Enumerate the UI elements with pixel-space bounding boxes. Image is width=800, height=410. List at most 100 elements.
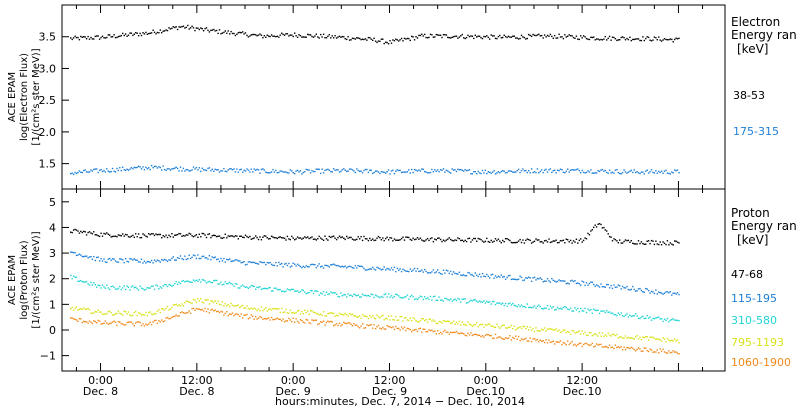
electron-point-0 bbox=[348, 39, 351, 41]
proton-point-0 bbox=[671, 243, 673, 245]
proton-point-2 bbox=[630, 315, 632, 318]
electron-point-0 bbox=[93, 38, 95, 40]
proton-point-0 bbox=[575, 238, 578, 240]
proton-point-0 bbox=[172, 236, 174, 238]
proton-point-3 bbox=[499, 327, 501, 329]
electron-point-0 bbox=[649, 39, 651, 41]
proton-point-3 bbox=[636, 334, 638, 337]
electron-point-1 bbox=[484, 169, 487, 172]
proton-point-2 bbox=[545, 307, 547, 309]
electron-point-1 bbox=[80, 171, 82, 173]
proton-point-1 bbox=[455, 273, 458, 275]
electron-point-0 bbox=[467, 34, 469, 36]
proton-point-0 bbox=[113, 235, 115, 237]
proton-point-4 bbox=[464, 334, 466, 336]
proton-point-0 bbox=[594, 224, 596, 226]
proton-point-1 bbox=[217, 258, 219, 260]
proton-point-0 bbox=[213, 234, 215, 236]
electron-point-0 bbox=[660, 40, 663, 42]
electron-point-1 bbox=[399, 169, 401, 172]
proton-point-3 bbox=[161, 308, 163, 310]
proton-point-2 bbox=[500, 303, 502, 305]
proton-point-2 bbox=[598, 312, 601, 315]
proton-point-0 bbox=[619, 239, 621, 241]
proton-point-4 bbox=[192, 307, 195, 310]
proton-point-4 bbox=[266, 318, 268, 320]
proton-point-2 bbox=[314, 290, 316, 292]
proton-point-4 bbox=[561, 343, 563, 346]
proton-point-4 bbox=[512, 336, 514, 339]
electron-point-0 bbox=[136, 32, 138, 34]
proton-point-4 bbox=[273, 318, 276, 321]
proton-point-2 bbox=[218, 283, 221, 285]
proton-point-0 bbox=[80, 230, 82, 233]
proton-point-4 bbox=[555, 341, 557, 343]
electron-point-1 bbox=[367, 171, 370, 174]
proton-point-4 bbox=[161, 319, 163, 321]
proton-point-0 bbox=[351, 238, 354, 240]
electron-point-1 bbox=[217, 169, 219, 171]
proton-point-0 bbox=[668, 244, 670, 246]
proton-point-3 bbox=[207, 299, 209, 301]
proton-point-0 bbox=[643, 243, 645, 245]
proton-point-0 bbox=[318, 235, 320, 238]
proton-point-4 bbox=[165, 317, 167, 319]
electron-point-1 bbox=[281, 170, 283, 172]
proton-point-4 bbox=[584, 342, 586, 345]
proton-point-1 bbox=[216, 258, 218, 261]
electron-point-0 bbox=[587, 38, 589, 40]
electron-point-0 bbox=[503, 34, 505, 36]
electron-point-1 bbox=[455, 170, 458, 173]
electron-point-1 bbox=[338, 171, 341, 173]
proton-point-1 bbox=[403, 269, 406, 272]
proton-point-1 bbox=[169, 259, 172, 261]
proton-point-4 bbox=[240, 313, 242, 315]
proton-point-0 bbox=[383, 239, 385, 242]
proton-point-1 bbox=[660, 292, 663, 294]
proton-point-1 bbox=[554, 280, 556, 282]
proton-point-3 bbox=[361, 313, 364, 316]
proton-point-3 bbox=[220, 304, 222, 306]
electron-point-0 bbox=[431, 34, 433, 36]
proton-point-0 bbox=[230, 235, 232, 237]
proton-point-3 bbox=[454, 323, 456, 325]
electron-point-1 bbox=[650, 169, 653, 171]
proton-point-3 bbox=[71, 306, 73, 308]
electron-point-1 bbox=[629, 170, 631, 172]
proton-point-0 bbox=[348, 236, 351, 239]
electron-point-0 bbox=[72, 37, 75, 39]
proton-point-2 bbox=[156, 285, 159, 287]
electron-point-1 bbox=[636, 171, 638, 173]
electron-point-0 bbox=[496, 37, 498, 40]
electron-point-0 bbox=[425, 36, 427, 39]
proton-point-3 bbox=[373, 317, 375, 319]
electron-point-0 bbox=[510, 36, 513, 38]
proton-point-1 bbox=[124, 258, 127, 260]
proton-point-2 bbox=[549, 305, 552, 308]
proton-point-0 bbox=[353, 239, 355, 241]
electron-point-1 bbox=[555, 172, 557, 174]
electron-point-1 bbox=[328, 169, 330, 171]
proton-point-1 bbox=[647, 289, 650, 292]
electron-point-1 bbox=[548, 169, 550, 171]
proton-point-4 bbox=[426, 330, 429, 333]
proton-point-2 bbox=[663, 318, 666, 320]
proton-point-4 bbox=[575, 345, 578, 347]
proton-point-2 bbox=[166, 285, 169, 288]
proton-point-2 bbox=[145, 288, 147, 291]
proton-point-2 bbox=[185, 280, 187, 282]
proton-point-2 bbox=[597, 309, 599, 311]
proton-point-2 bbox=[320, 292, 322, 294]
electron-point-0 bbox=[634, 38, 637, 40]
electron-point-0 bbox=[452, 36, 455, 38]
proton-point-3 bbox=[519, 326, 521, 328]
electron-point-1 bbox=[578, 169, 580, 172]
electron-point-0 bbox=[113, 34, 115, 36]
electron-point-1 bbox=[441, 169, 443, 171]
proton-point-0 bbox=[227, 235, 229, 237]
proton-point-3 bbox=[574, 332, 576, 334]
proton-point-3 bbox=[487, 323, 489, 325]
proton-point-1 bbox=[463, 274, 465, 276]
proton-point-0 bbox=[210, 236, 212, 239]
proton-point-2 bbox=[486, 300, 488, 303]
